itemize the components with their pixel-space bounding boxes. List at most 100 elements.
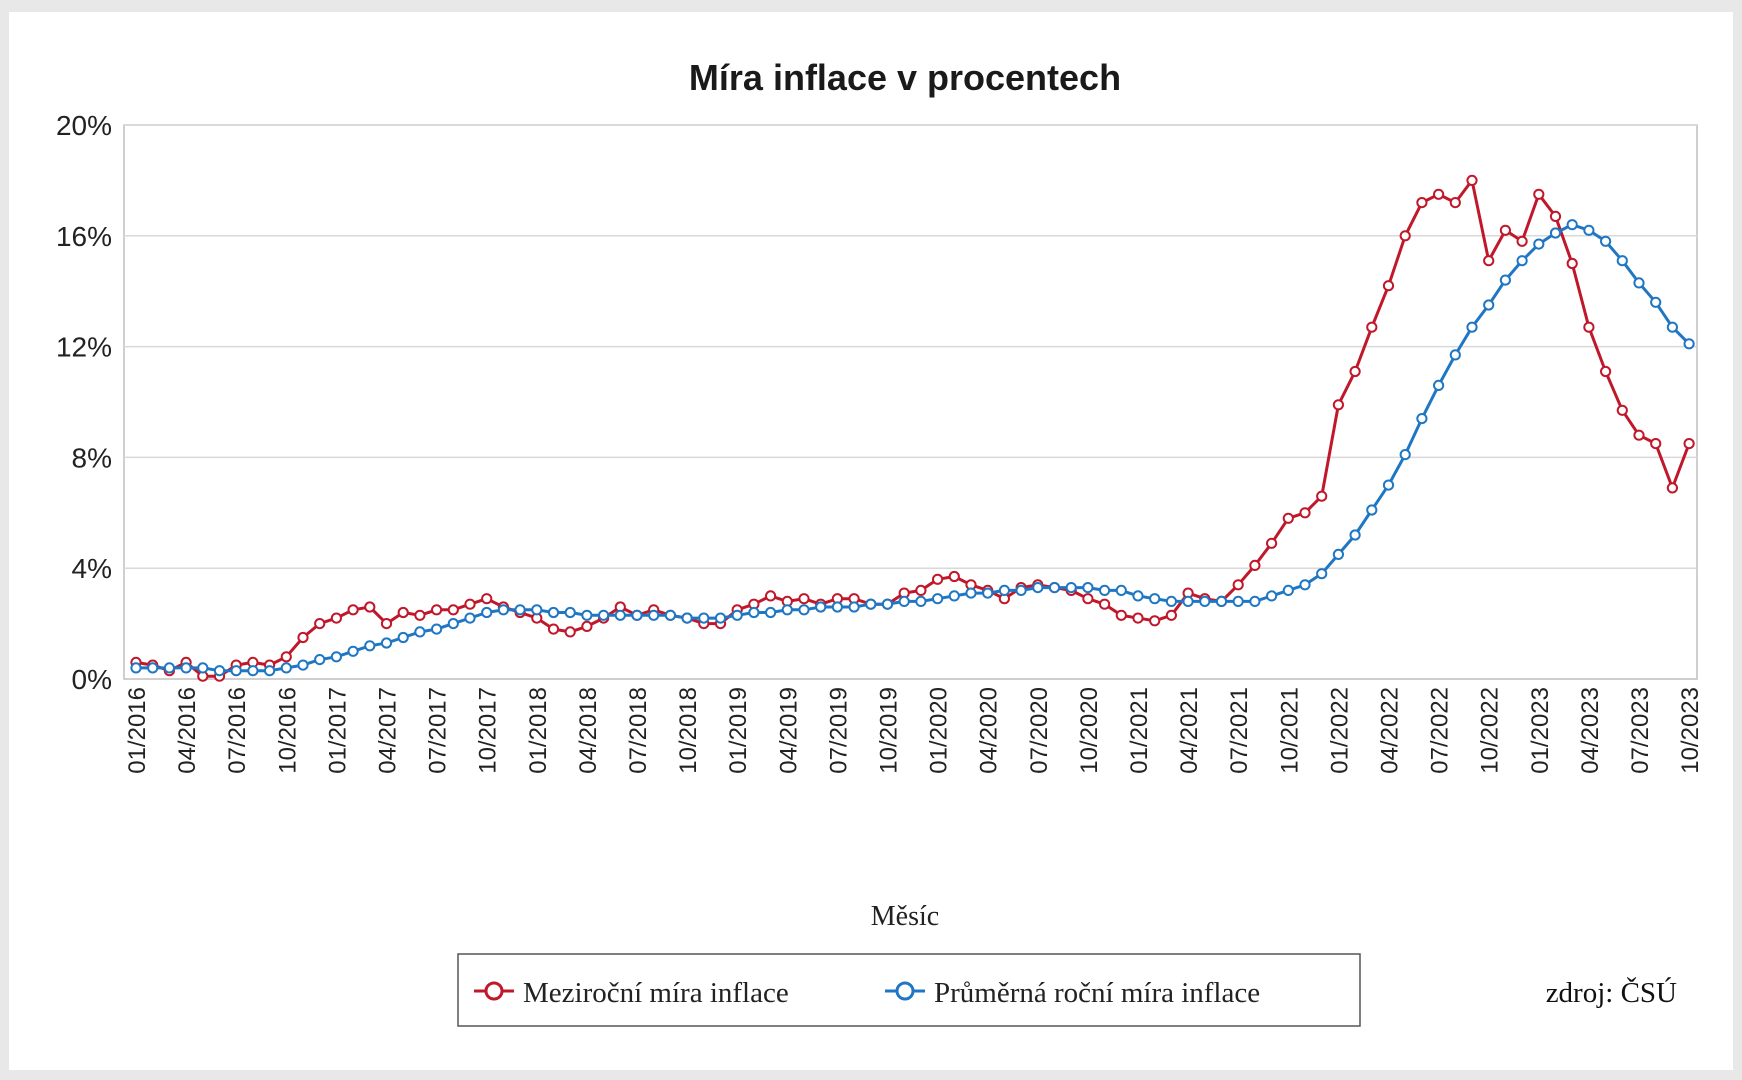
series-1-point: [414, 626, 426, 638]
series-1-point: [431, 623, 443, 635]
series-1-point: [1449, 349, 1461, 361]
series-1-point: [497, 604, 509, 616]
series-1-point: [1316, 568, 1328, 580]
x-tick-label-22: 07/2021: [1226, 687, 1253, 774]
series-1-point: [180, 662, 192, 674]
series-0-point: [314, 618, 326, 630]
x-tick-label-23: 10/2021: [1276, 687, 1303, 774]
series-1-point: [898, 595, 910, 608]
series-0-point: [1499, 224, 1512, 236]
x-tick-label-5: 04/2017: [375, 687, 402, 774]
series-0-point: [1549, 210, 1562, 222]
series-1-point: [831, 601, 844, 613]
series-1-point: [364, 640, 376, 652]
series-0-point: [547, 623, 560, 635]
series-1-point: [1149, 593, 1161, 605]
x-tick-label-19: 10/2020: [1076, 687, 1103, 774]
series-1-point: [1549, 227, 1562, 239]
series-0-point: [765, 590, 777, 602]
series-1-point: [1282, 584, 1294, 597]
series-0-point: [1149, 615, 1161, 627]
series-0-point: [564, 626, 576, 638]
series-0-point: [1516, 235, 1528, 247]
series-1-point: [1266, 590, 1278, 602]
series-1-point: [1299, 579, 1311, 591]
x-tick-label-29: 04/2023: [1577, 687, 1604, 774]
x-tick-label-24: 01/2022: [1326, 687, 1353, 774]
series-line-1: [136, 223, 1691, 673]
series-0-point: [1449, 197, 1461, 209]
series-0-point: [431, 604, 443, 616]
series-1-point: [1199, 595, 1211, 608]
series-0-point: [414, 609, 426, 621]
series-0-point: [1082, 593, 1094, 605]
x-tick-label-26: 07/2022: [1427, 687, 1454, 774]
series-1-point: [1616, 255, 1628, 267]
x-axis-label: Měsíc: [871, 901, 939, 932]
x-tick-label-25: 04/2022: [1377, 687, 1404, 774]
series-1-point: [932, 593, 944, 605]
series-1-point: [330, 651, 342, 663]
series-1-point: [1132, 590, 1144, 602]
series-1-point: [547, 606, 560, 619]
series-1-point: [598, 609, 610, 621]
series-0-point: [1366, 321, 1378, 333]
series-0-point: [1683, 438, 1695, 450]
series-1-point: [397, 631, 409, 644]
series-1-point: [1566, 219, 1578, 231]
series-0-point: [1583, 321, 1595, 333]
y-tick-label-2: 8%: [72, 442, 112, 473]
series-1-point: [982, 587, 994, 599]
x-tick-label-18: 07/2020: [1026, 687, 1053, 774]
series-1-point: [781, 604, 793, 616]
series-0-point: [1416, 197, 1428, 209]
series-0-point: [447, 604, 459, 616]
legend-label-avg: Průměrná roční míra inflace: [934, 977, 1260, 1009]
series-1-point: [915, 595, 927, 608]
x-tick-label-8: 01/2018: [525, 687, 552, 774]
series-1-point: [1366, 504, 1378, 516]
series-1-point: [1032, 582, 1044, 594]
series-0-point: [915, 584, 927, 597]
series-1-point: [614, 609, 626, 621]
series-1-point: [815, 601, 827, 613]
series-1-point: [230, 665, 242, 677]
y-tick-label-1: 4%: [72, 553, 112, 584]
series-0-point: [347, 604, 359, 616]
series-1-point: [1065, 582, 1077, 594]
series-1-point: [848, 601, 860, 613]
series-1-point: [1115, 584, 1127, 597]
x-tick-label-0: 01/2016: [124, 687, 151, 774]
series-1-point: [1165, 595, 1178, 608]
series-0-point: [397, 606, 409, 619]
series-1-point: [798, 604, 810, 616]
series-1-point: [297, 659, 309, 671]
series-1-point: [1182, 595, 1194, 608]
x-tick-label-4: 01/2017: [324, 687, 351, 774]
series-1-point: [247, 665, 259, 677]
series-1-point: [1382, 479, 1395, 491]
y-tick-label-4: 16%: [56, 221, 112, 252]
series-1: [130, 219, 1695, 677]
series-1-point: [481, 606, 493, 619]
series-0-point: [481, 593, 493, 605]
x-tick-label-2: 07/2016: [224, 687, 251, 774]
series-0-point: [1566, 257, 1578, 270]
series-1-point: [264, 665, 276, 677]
x-tick-label-6: 07/2017: [425, 687, 452, 774]
series-0-point: [1349, 365, 1361, 378]
inflation-chart: Míra inflace v procentech 0% 4% 8% 12% 16% 20…: [56, 57, 1704, 1027]
x-tick-label-21: 04/2021: [1176, 687, 1203, 774]
series-1-point: [664, 609, 677, 621]
series-1-point: [1533, 238, 1545, 250]
series-0-point: [380, 618, 393, 630]
x-tick-label-9: 04/2018: [575, 687, 602, 774]
series-0-point: [1115, 609, 1127, 621]
series-1-point: [531, 604, 543, 616]
series-1-point: [380, 637, 393, 649]
series-1-point: [564, 606, 576, 619]
x-tick-label-12: 01/2019: [725, 687, 752, 774]
series-1-point: [1015, 584, 1027, 597]
series-1-point: [865, 598, 877, 610]
series-0-point: [1266, 537, 1278, 549]
